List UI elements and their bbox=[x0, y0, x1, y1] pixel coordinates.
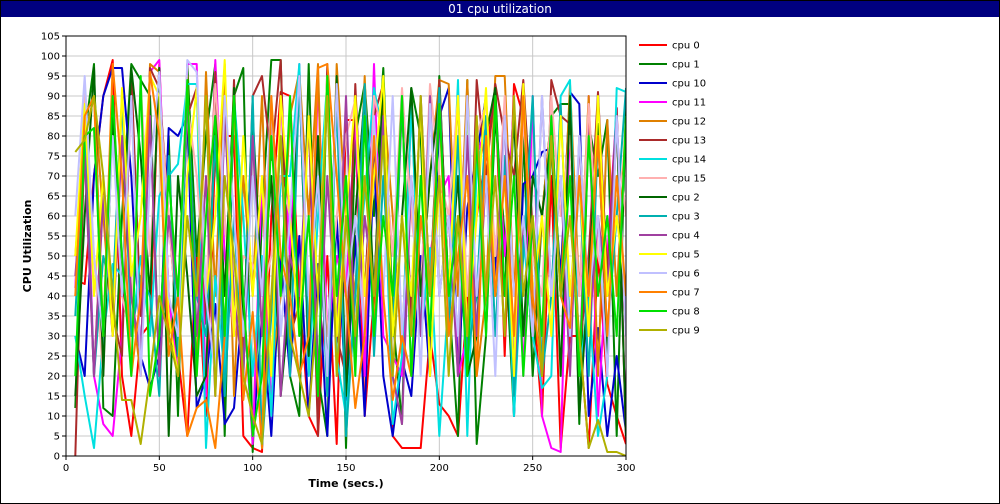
legend-label: cpu 10 bbox=[672, 79, 706, 90]
x-tick-label: 300 bbox=[616, 463, 635, 474]
legend-label: cpu 11 bbox=[672, 98, 706, 109]
legend-label: cpu 5 bbox=[672, 250, 700, 261]
legend-label: cpu 14 bbox=[672, 155, 706, 166]
series-line-cpu-9 bbox=[74, 95, 626, 456]
x-tick-label: 50 bbox=[153, 463, 166, 474]
legend-label: cpu 1 bbox=[672, 60, 700, 71]
y-tick-label: 20 bbox=[47, 372, 60, 383]
cpu-chart: 0 5 10 15 20 25 30 35 40 45 50 55 60 65 70 75 80 85 90 95 10… bbox=[21, 32, 706, 491]
y-tick-label: 55 bbox=[47, 232, 60, 243]
y-axis-title: CPU Utilization bbox=[21, 200, 34, 293]
y-tick-label: 35 bbox=[47, 312, 60, 323]
y-tick-label: 100 bbox=[41, 52, 60, 63]
y-tick-label: 5 bbox=[54, 432, 60, 443]
legend-label: cpu 3 bbox=[672, 212, 700, 223]
plot-lines bbox=[74, 59, 626, 456]
y-tick-label: 50 bbox=[47, 252, 60, 263]
y-tick-label: 0 bbox=[54, 452, 60, 463]
legend-label: cpu 13 bbox=[672, 136, 706, 147]
y-tick-label: 90 bbox=[47, 92, 60, 103]
y-tick-label: 105 bbox=[41, 32, 60, 43]
y-tick-label: 30 bbox=[47, 332, 60, 343]
x-tick-label: 250 bbox=[523, 463, 542, 474]
chart-legend: cpu 0 cpu 1 cpu 10 cpu 11 cpu 12 cpu 13 cpu 14… bbox=[639, 41, 706, 337]
x-tick-label: 0 bbox=[63, 463, 69, 474]
x-tick-label: 100 bbox=[243, 463, 262, 474]
chart-axes: 0 5 10 15 20 25 30 35 40 45 50 55 60 65 70 75 80 85 90 95 10… bbox=[41, 32, 636, 475]
y-tick-label: 25 bbox=[47, 352, 60, 363]
legend-label: cpu 12 bbox=[672, 117, 706, 128]
legend-label: cpu 6 bbox=[672, 269, 700, 280]
legend-label: cpu 0 bbox=[672, 41, 700, 52]
window-title: 01 cpu utilization bbox=[1, 1, 999, 17]
x-axis-title: Time (secs.) bbox=[308, 477, 383, 490]
y-tick-label: 65 bbox=[47, 192, 60, 203]
y-tick-label: 75 bbox=[47, 152, 60, 163]
y-tick-label: 10 bbox=[47, 412, 60, 423]
legend-label: cpu 8 bbox=[672, 307, 700, 318]
legend-label: cpu 4 bbox=[672, 231, 700, 242]
y-tick-label: 40 bbox=[47, 292, 60, 303]
y-tick-label: 60 bbox=[47, 212, 60, 223]
y-tick-label: 45 bbox=[47, 272, 60, 283]
series-line-cpu-2 bbox=[74, 67, 626, 437]
y-tick-label: 95 bbox=[47, 72, 60, 83]
legend-label: cpu 9 bbox=[672, 326, 700, 337]
x-tick-label: 150 bbox=[336, 463, 355, 474]
x-tick-label: 200 bbox=[430, 463, 449, 474]
legend-label: cpu 7 bbox=[672, 288, 700, 299]
legend-label: cpu 15 bbox=[672, 174, 706, 185]
y-tick-label: 15 bbox=[47, 392, 60, 403]
series-line-cpu-7 bbox=[74, 63, 626, 449]
y-tick-label: 70 bbox=[47, 172, 60, 183]
y-tick-label: 80 bbox=[47, 132, 60, 143]
y-tick-label: 85 bbox=[47, 112, 60, 123]
legend-label: cpu 2 bbox=[672, 193, 700, 204]
